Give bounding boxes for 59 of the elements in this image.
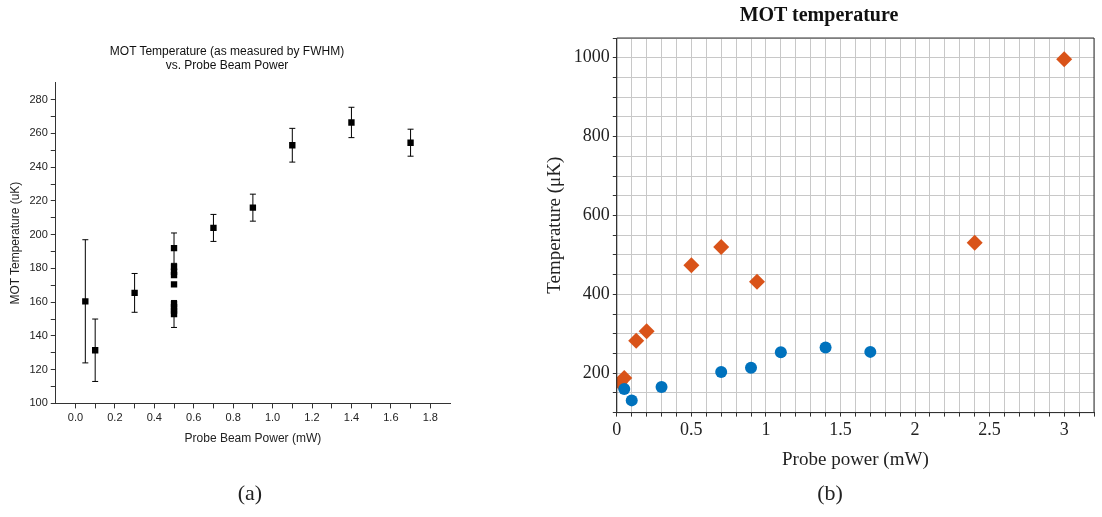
x-tick-label: 0.4 (146, 411, 162, 424)
point (655, 380, 668, 393)
point (774, 346, 787, 359)
point (616, 369, 633, 386)
y-axis-title: MOT Temperature (uK) (7, 181, 22, 305)
y-tick-label: 240 (29, 160, 48, 173)
chart-subtitle: vs. Probe Beam Power (165, 57, 289, 72)
point (683, 257, 700, 274)
point (864, 345, 877, 358)
x-tick-label: 0.8 (225, 411, 241, 424)
point (170, 281, 178, 288)
y-tick-label: 200 (29, 227, 48, 240)
x-tick-label: 2.5 (978, 419, 1001, 440)
point (625, 394, 638, 407)
y-tick-label: 200 (582, 361, 610, 382)
x-tick-label: 1.8 (422, 411, 438, 424)
y-tick-label: 600 (582, 204, 610, 225)
y-tick-label: 1000 (573, 46, 610, 67)
point (715, 365, 728, 378)
y-tick-label: 120 (29, 362, 48, 375)
y-axis-title: Temperature (μK) (543, 156, 566, 294)
point (713, 238, 730, 255)
y-tick-label: 400 (582, 283, 610, 304)
x-tick-label: 1.6 (383, 411, 399, 424)
chart-title: MOT temperature (739, 3, 899, 27)
y-tick-label: 160 (29, 295, 48, 308)
x-axis-title: Probe Beam Power (mW) (184, 431, 322, 446)
x-tick-label: 0.0 (67, 411, 84, 424)
chart-title: MOT Temperature (as measured by FWHM) (109, 43, 345, 58)
y-tick-label: 180 (29, 261, 48, 274)
text: (b) (816, 480, 844, 506)
y-tick-label: 800 (582, 125, 610, 146)
x-tick-label: 0 (612, 419, 622, 440)
point (348, 119, 355, 126)
y-tick-label: 100 (29, 396, 48, 409)
x-tick-label: 1.2 (304, 411, 320, 424)
x-tick-label: 3 (1059, 419, 1069, 440)
y-tick-label: 280 (29, 92, 48, 105)
x-tick-label: 1.0 (264, 411, 281, 424)
y-tick-label: 140 (29, 328, 48, 341)
point (819, 341, 832, 354)
x-tick-label: 0.6 (186, 411, 202, 424)
x-tick-label: 0.2 (107, 411, 123, 424)
y-tick-label: 220 (29, 193, 48, 206)
x-tick-label: 1 (761, 419, 771, 440)
point (966, 234, 983, 251)
x-tick-label: 1.5 (829, 419, 852, 440)
text: (a) (236, 480, 264, 506)
x-tick-label: 1.4 (343, 411, 360, 424)
point (628, 332, 645, 349)
x-tick-label: 2 (910, 419, 920, 440)
y-tick-label: 260 (29, 126, 48, 139)
x-axis-title: Probe power (mW) (782, 447, 929, 470)
point (1056, 51, 1073, 68)
point (745, 361, 758, 374)
point (638, 323, 655, 340)
point (618, 382, 631, 395)
x-tick-label: 0.5 (680, 419, 703, 440)
point (748, 273, 765, 290)
